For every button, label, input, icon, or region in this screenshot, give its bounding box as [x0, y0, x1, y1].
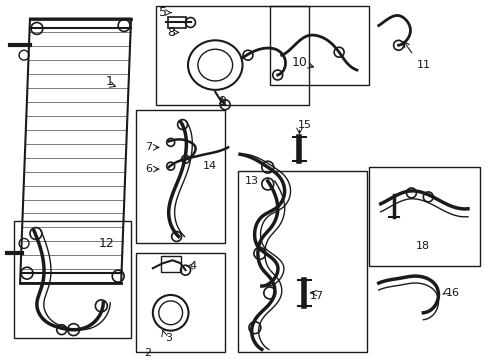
Text: 3: 3 — [165, 333, 172, 343]
Text: 15: 15 — [297, 120, 311, 130]
Text: 13: 13 — [244, 176, 259, 186]
Bar — [269, 6, 368, 85]
Text: 18: 18 — [415, 242, 429, 251]
Bar — [238, 171, 366, 352]
Text: 14: 14 — [203, 161, 217, 171]
Text: 9: 9 — [218, 95, 225, 108]
Text: 11: 11 — [415, 60, 429, 70]
Text: 5: 5 — [159, 6, 166, 19]
Text: 10: 10 — [291, 56, 307, 69]
Text: 6: 6 — [145, 164, 152, 174]
Bar — [136, 110, 224, 243]
Text: 1: 1 — [105, 76, 113, 89]
Text: 17: 17 — [309, 291, 324, 301]
Bar — [136, 253, 224, 352]
Text: 4: 4 — [189, 261, 197, 271]
Text: 8: 8 — [166, 26, 174, 39]
Text: 16: 16 — [445, 288, 459, 298]
Bar — [14, 221, 131, 338]
Bar — [161, 256, 180, 272]
Bar — [167, 17, 185, 28]
Bar — [368, 167, 479, 266]
Text: 7: 7 — [145, 142, 152, 152]
Text: 2: 2 — [144, 348, 151, 359]
Bar — [156, 6, 309, 105]
Text: 12: 12 — [98, 237, 114, 250]
